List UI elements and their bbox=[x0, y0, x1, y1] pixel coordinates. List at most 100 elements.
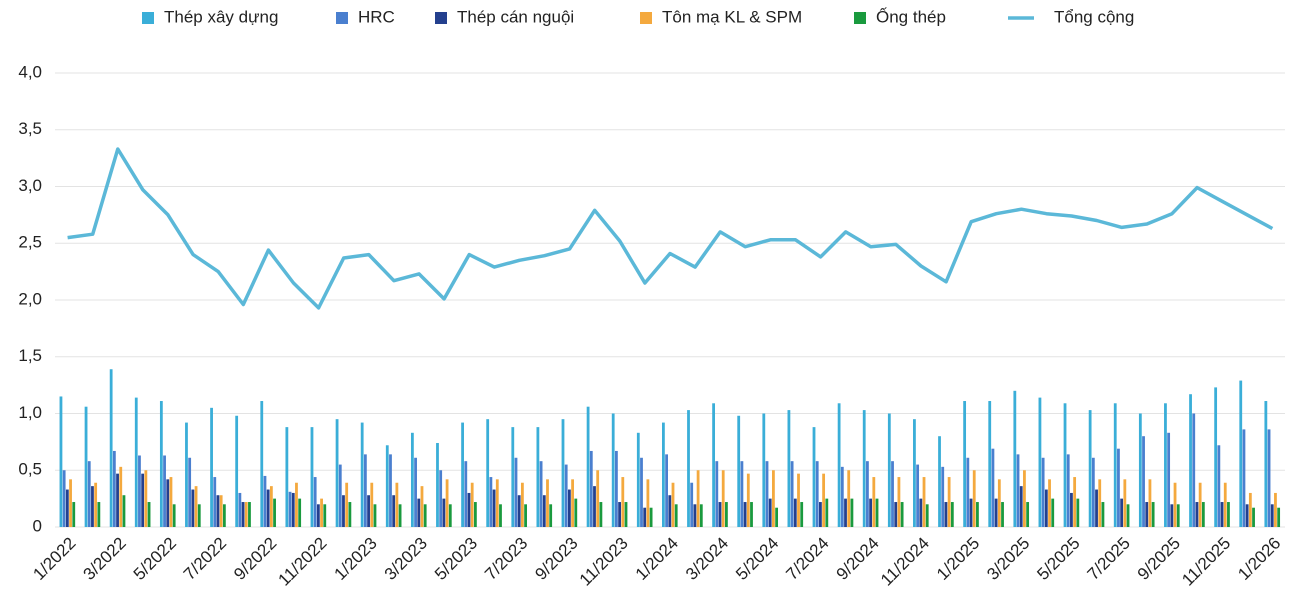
bar bbox=[370, 482, 374, 527]
bar bbox=[188, 457, 192, 527]
bar bbox=[216, 495, 220, 527]
bar bbox=[1001, 502, 1004, 527]
x-tick-label: 1/2023 bbox=[331, 534, 381, 584]
bar bbox=[269, 486, 273, 527]
bar bbox=[542, 495, 546, 527]
bar bbox=[486, 419, 490, 527]
bar bbox=[819, 502, 822, 527]
bar bbox=[414, 457, 417, 527]
line bbox=[67, 147, 1274, 310]
bar bbox=[944, 502, 948, 527]
bar bbox=[134, 397, 138, 527]
bar bbox=[62, 470, 66, 527]
bar bbox=[668, 495, 672, 527]
bar bbox=[671, 482, 675, 527]
bar bbox=[699, 504, 703, 527]
bar bbox=[342, 495, 345, 527]
bar bbox=[546, 479, 549, 527]
bar bbox=[743, 502, 747, 527]
bar bbox=[263, 475, 267, 527]
bar bbox=[241, 502, 245, 527]
x-tick-label: 11/2022 bbox=[275, 534, 331, 587]
bar bbox=[897, 477, 901, 527]
bar bbox=[291, 492, 295, 527]
bar bbox=[762, 413, 766, 527]
bar bbox=[163, 455, 166, 527]
bar bbox=[467, 492, 471, 527]
bar bbox=[1117, 448, 1120, 527]
bar bbox=[213, 477, 217, 527]
bar bbox=[925, 504, 929, 527]
bar bbox=[790, 461, 794, 527]
bar bbox=[1044, 489, 1048, 527]
bar bbox=[913, 419, 916, 527]
bar bbox=[514, 457, 518, 527]
bar bbox=[499, 504, 502, 527]
bar bbox=[298, 498, 302, 527]
bar bbox=[1189, 394, 1192, 527]
bar bbox=[850, 498, 854, 527]
bar bbox=[1170, 504, 1174, 527]
bar bbox=[567, 489, 571, 527]
bar bbox=[1176, 504, 1180, 527]
bar bbox=[1264, 401, 1268, 527]
bar bbox=[495, 479, 499, 527]
bar bbox=[772, 470, 775, 527]
bar bbox=[725, 502, 728, 527]
bar bbox=[687, 410, 690, 527]
bar bbox=[963, 401, 967, 527]
bar bbox=[822, 473, 826, 527]
x-tick-label: 9/2023 bbox=[531, 534, 581, 584]
x-tick-label: 1/2026 bbox=[1234, 534, 1284, 584]
bar bbox=[1164, 403, 1167, 527]
bar bbox=[869, 498, 873, 527]
bar bbox=[260, 401, 264, 527]
bar bbox=[172, 504, 176, 527]
bar bbox=[410, 432, 414, 527]
bar bbox=[1126, 504, 1130, 527]
bar bbox=[1123, 479, 1127, 527]
x-tick-label: 1/2024 bbox=[632, 534, 682, 584]
x-tick-label: 7/2025 bbox=[1084, 534, 1134, 584]
bar bbox=[765, 461, 769, 527]
bar bbox=[574, 498, 578, 527]
bar bbox=[593, 486, 596, 527]
bar bbox=[141, 473, 145, 527]
bar bbox=[360, 422, 364, 527]
x-tick-label: 9/2022 bbox=[230, 534, 280, 584]
x-tick-label: 9/2025 bbox=[1134, 534, 1184, 584]
bar bbox=[1167, 432, 1171, 527]
legend-label: Thép xây dựng bbox=[164, 7, 278, 26]
y-tick-label: 0,5 bbox=[18, 460, 42, 479]
bar bbox=[916, 464, 920, 527]
bar bbox=[1148, 479, 1152, 527]
x-tick-label: 11/2023 bbox=[576, 534, 632, 587]
bar bbox=[363, 454, 367, 527]
y-tick-label: 2,5 bbox=[18, 233, 42, 252]
bar bbox=[624, 502, 628, 527]
bar bbox=[389, 454, 392, 527]
bar bbox=[489, 477, 493, 527]
bar bbox=[844, 498, 847, 527]
bar bbox=[69, 479, 72, 527]
bar bbox=[1248, 492, 1252, 527]
bar bbox=[87, 461, 91, 527]
bar bbox=[994, 498, 998, 527]
bar bbox=[470, 482, 474, 527]
bar bbox=[94, 482, 98, 527]
bar bbox=[900, 502, 904, 527]
bar bbox=[373, 504, 377, 527]
bar bbox=[919, 498, 923, 527]
bar bbox=[285, 427, 289, 527]
bar bbox=[1220, 502, 1224, 527]
bar bbox=[273, 498, 276, 527]
bar bbox=[1026, 502, 1030, 527]
bar bbox=[815, 461, 819, 527]
y-tick-label: 4,0 bbox=[18, 62, 42, 81]
legend-marker bbox=[142, 12, 154, 24]
x-tick-label: 9/2024 bbox=[833, 534, 883, 584]
bar bbox=[97, 502, 101, 527]
bar bbox=[737, 415, 741, 527]
bar bbox=[112, 450, 116, 527]
bar bbox=[1066, 454, 1070, 527]
